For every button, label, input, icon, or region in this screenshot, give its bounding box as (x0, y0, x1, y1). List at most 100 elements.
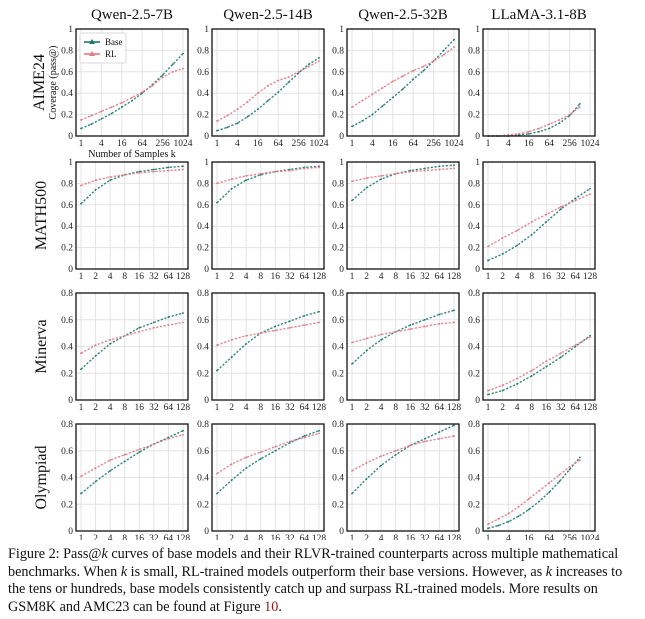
row-label: Olympiad (33, 446, 50, 510)
data-point-rl (409, 328, 412, 331)
series-line-rl (351, 167, 455, 182)
y-tick-label: 0.2 (61, 500, 73, 510)
data-point-base (361, 120, 364, 122)
x-tick-label: 128 (312, 403, 327, 413)
series-line-rl (351, 435, 455, 472)
data-point-rl (501, 237, 504, 239)
data-point-rl (527, 498, 530, 500)
data-point-base (131, 99, 133, 102)
y-tick-label: 0 (204, 132, 209, 142)
data-point-rl (288, 169, 291, 172)
data-point-base (80, 202, 82, 205)
data-point-rl (245, 456, 248, 459)
data-point-rl (277, 79, 280, 82)
data-point-base (351, 199, 353, 202)
y-tick-label: 0 (339, 265, 344, 275)
data-point-base (380, 178, 383, 181)
data-point-rl (394, 449, 397, 452)
data-point-rl (527, 130, 530, 133)
x-tick-label: 64 (408, 139, 418, 149)
data-point-rl (94, 179, 97, 182)
data-point-base (287, 81, 290, 84)
data-point-base (559, 356, 562, 359)
data-point-base (216, 129, 218, 132)
column-title: Qwen-2.5-14B (223, 7, 313, 23)
data-point-rl (351, 180, 353, 183)
subplot-minerva-qwen-2-5-32b: 0 0.2 0.4 0.6 0.8 1 2 4 8 16 32 64 128 (332, 289, 461, 413)
data-point-rl (171, 70, 174, 73)
x-tick-label: 4 (108, 403, 113, 413)
y-tick-label: 0 (475, 265, 480, 275)
data-point-rl (152, 443, 155, 445)
data-point-base (138, 451, 141, 453)
data-point-base (497, 524, 500, 527)
data-point-rl (558, 473, 561, 476)
data-point-rl (453, 435, 455, 437)
data-point-base (422, 69, 425, 72)
data-point-base (453, 309, 455, 312)
subplot-olympiad-llama-3-1-8b: 0 0.2 0.4 0.6 0.8 1 4 16 64 256 1024 (468, 420, 600, 540)
data-point-rl (412, 69, 415, 72)
data-point-rl (245, 334, 248, 337)
x-tick-label: 32 (149, 272, 159, 282)
data-point-rl (574, 199, 577, 202)
x-tick-label: 4 (506, 534, 511, 540)
data-point-rl (548, 123, 551, 126)
row-label: AIME24 (31, 54, 48, 111)
y-tick-label: 0.8 (332, 289, 344, 299)
y-tick-label: 0.2 (332, 111, 344, 121)
data-point-rl (559, 206, 562, 208)
plot-area (212, 162, 324, 269)
data-point-base (90, 123, 93, 126)
data-point-rl (578, 459, 581, 462)
data-point-rl (371, 93, 374, 96)
y-tick-label: 0.8 (197, 289, 209, 299)
subplot-math500-qwen-2-5-32b: 00.20.40.60.811 2 4 8 16 32 64 128 (332, 158, 461, 282)
figure-reference-link[interactable]: 10 (264, 598, 279, 615)
series-line-base (351, 39, 455, 128)
data-point-rl (259, 451, 262, 453)
x-tick-label: 2 (364, 403, 369, 413)
y-tick-label: 0 (339, 396, 344, 406)
data-point-rl (530, 369, 533, 372)
data-point-base (589, 334, 591, 337)
data-point-base (216, 492, 218, 495)
x-tick-label: 64 (435, 403, 445, 413)
data-point-rl (303, 324, 306, 326)
x-tick-label: 128 (312, 534, 327, 540)
y-tick-label: 0.2 (197, 244, 209, 254)
data-point-base (453, 424, 455, 427)
data-point-base (109, 179, 112, 182)
x-tick-label: 8 (122, 272, 127, 282)
data-point-rl (394, 330, 397, 333)
data-point-base (138, 326, 141, 329)
x-tick-label: 16 (524, 534, 534, 540)
plot-frame (346, 292, 460, 401)
x-tick-label: 256 (426, 139, 441, 149)
y-tick-label: 0.2 (468, 500, 480, 510)
figure-caption: Figure 2: Pass@k curves of base models a… (8, 546, 623, 615)
x-tick-label: 128 (447, 272, 462, 282)
y-tick-label: 0.8 (468, 420, 480, 430)
data-point-base (94, 354, 97, 357)
x-tick-label: 1 (486, 139, 491, 149)
data-point-rl (151, 84, 154, 87)
x-tick-label: 1024 (581, 534, 600, 540)
data-point-rl (216, 182, 218, 185)
x-tick-label: 4 (379, 272, 384, 282)
y-tick-label: 0.4 (468, 222, 480, 232)
data-point-base (538, 500, 540, 503)
y-tick-label: 0 (204, 396, 209, 406)
data-point-rl (516, 377, 519, 380)
data-point-rl (538, 489, 540, 492)
data-point-rl (246, 100, 249, 103)
data-point-base (288, 320, 291, 322)
x-tick-label: 64 (273, 139, 283, 149)
data-point-rl (167, 437, 170, 440)
data-point-rl (516, 229, 519, 232)
data-point-base (351, 125, 353, 128)
data-point-base (507, 520, 510, 523)
y-tick-label: 0.6 (197, 316, 209, 326)
subplot-minerva-qwen-2-5-7b: 0 0.2 0.4 0.6 0.8 1 2 4 8 16 32 64 128 (61, 289, 190, 413)
plot-area (483, 162, 595, 269)
